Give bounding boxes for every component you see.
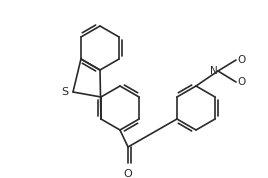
Text: N: N [210,66,218,76]
Text: O: O [237,55,245,65]
Text: S: S [61,87,69,97]
Text: O: O [237,77,245,87]
Text: O: O [124,169,132,178]
